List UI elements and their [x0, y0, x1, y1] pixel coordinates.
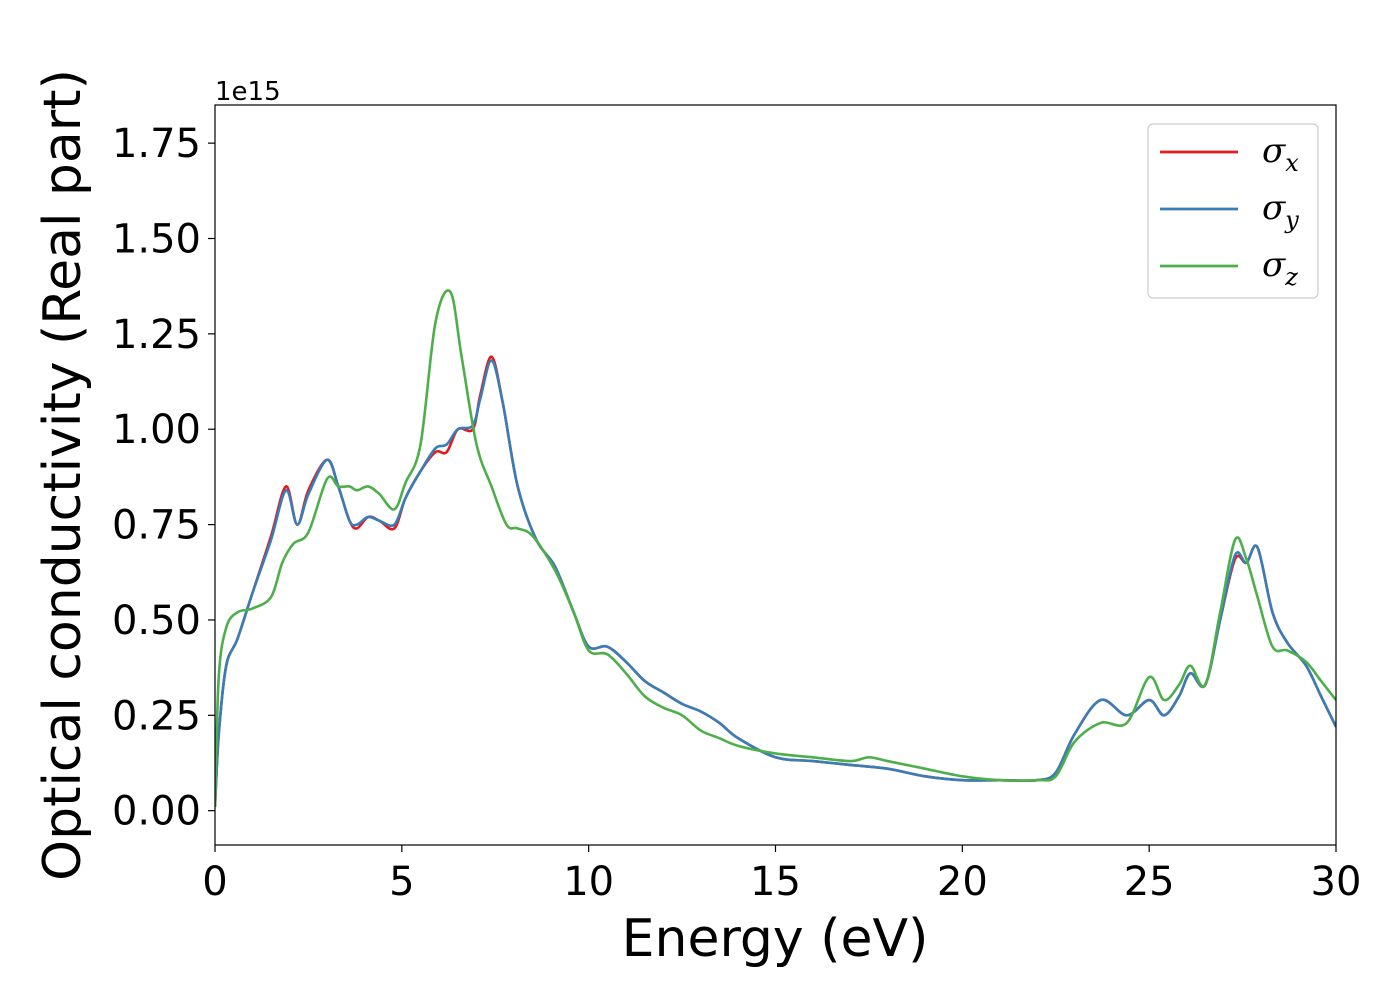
x-tick-label: 10	[563, 859, 614, 905]
y-offset-label: 1e15	[215, 77, 281, 107]
y-axis-label: Optical conductivity (Real part)	[33, 69, 93, 881]
series-line-z	[215, 289, 1336, 807]
legend-entry-y: σy	[1262, 188, 1299, 234]
x-axis-label: Energy (eV)	[622, 909, 929, 969]
y-tick-label: 1.25	[112, 312, 201, 358]
legend-entry-z: σz	[1262, 245, 1298, 291]
plot-area	[215, 289, 1336, 807]
x-tick-label: 0	[202, 859, 227, 905]
y-tick-label: 1.75	[112, 121, 201, 167]
x-axis: 0 5 10 15 20 25 30	[202, 845, 1361, 905]
y-tick-label: 1.50	[112, 217, 201, 263]
legend-box	[1147, 123, 1319, 299]
x-tick-label: 15	[750, 859, 801, 905]
y-tick-label: 0.25	[112, 693, 201, 739]
y-tick-label: 1.00	[112, 407, 201, 453]
y-axis: 0.00 0.25 0.50 0.75 1.00 1.25 1.50 1.75	[112, 121, 215, 835]
x-tick-label: 30	[1311, 859, 1362, 905]
y-tick-label: 0.50	[112, 598, 201, 644]
x-tick-label: 20	[937, 859, 988, 905]
x-tick-label: 25	[1124, 859, 1175, 905]
legend-entry-x: σx	[1262, 131, 1299, 177]
y-tick-label: 0.00	[112, 789, 201, 835]
legend: σx σy σz	[1147, 123, 1319, 299]
series-line-y	[215, 359, 1336, 807]
y-tick-label: 0.75	[112, 503, 201, 549]
axes-frame	[214, 104, 1337, 846]
series-line-x	[215, 355, 1336, 807]
x-tick-label: 5	[389, 859, 414, 905]
